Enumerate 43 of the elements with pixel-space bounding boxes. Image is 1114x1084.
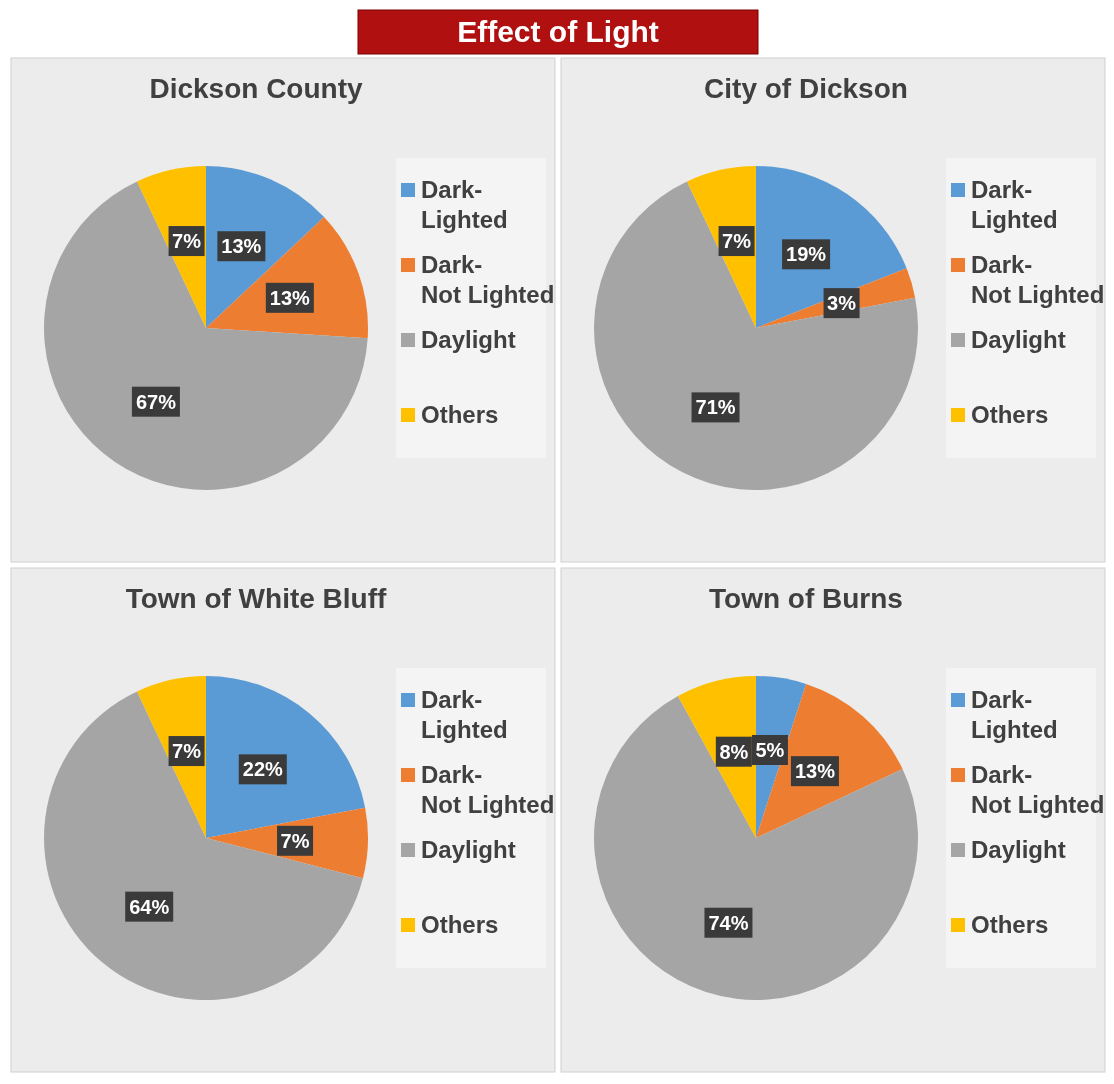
data-label: 7%	[280, 829, 310, 852]
data-label: 5%	[755, 739, 785, 761]
legend-label: Dark-Lighted	[421, 686, 508, 743]
pie-slice	[756, 166, 907, 328]
pie-slice	[594, 181, 918, 490]
pie-slice	[594, 696, 918, 1000]
data-label: 8%	[719, 740, 749, 763]
legend-label: Daylight	[421, 836, 516, 863]
data-label: 64%	[129, 895, 170, 918]
legend-label: Others	[971, 401, 1049, 428]
chart-title: Town of Burns	[709, 583, 903, 614]
chart-title: Town of White Bluff	[125, 583, 388, 614]
data-label: 13%	[794, 760, 836, 783]
pie-slice	[44, 181, 368, 490]
data-label: 3%	[827, 292, 857, 315]
text: Effect of Light	[457, 15, 659, 48]
legend-label: Daylight	[971, 326, 1066, 353]
legend-label: Daylight	[421, 326, 516, 353]
data-label: 7%	[722, 230, 752, 253]
chart-title: Dickson County	[149, 73, 363, 104]
legend-label: Others	[421, 911, 499, 938]
data-label: 7%	[172, 230, 202, 253]
data-label: 22%	[242, 758, 284, 781]
data-label: 13%	[269, 286, 311, 309]
data-label: 13%	[221, 235, 262, 258]
legend-label: Dark-Lighted	[971, 686, 1058, 743]
data-label: 74%	[708, 911, 749, 934]
data-label: 67%	[135, 390, 177, 413]
legend-label: Dark-Lighted	[971, 176, 1058, 233]
legend-label: Dark-Not Lighted	[421, 761, 555, 818]
data-label: 19%	[786, 243, 827, 266]
pie-slice	[44, 691, 363, 1000]
legend-label: Daylight	[971, 836, 1066, 863]
legend-label: Dark-Not Lighted	[971, 761, 1105, 818]
legend-label: Dark-Lighted	[421, 176, 508, 233]
data-label: 7%	[172, 740, 202, 763]
chart-title: City of Dickson	[704, 73, 908, 104]
pie-slice	[206, 166, 325, 328]
legend-label: Dark-Not Lighted	[971, 251, 1105, 308]
legend-label: Others	[971, 911, 1049, 938]
legend-label: Others	[421, 401, 499, 428]
data-label: 71%	[695, 396, 736, 419]
legend-label: Dark-Not Lighted	[421, 251, 555, 308]
